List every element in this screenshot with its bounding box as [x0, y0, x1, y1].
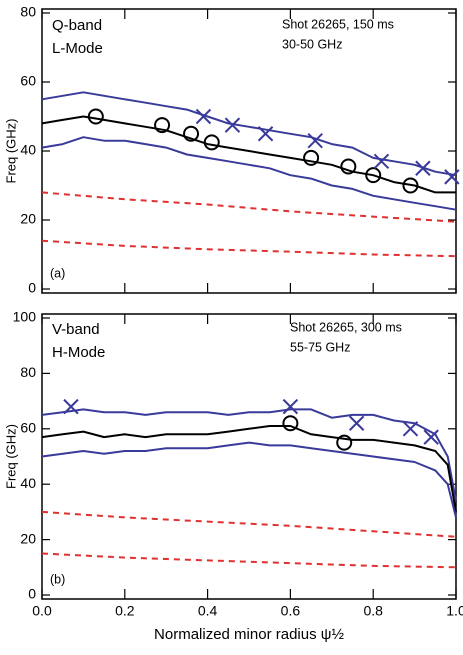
x-tick-label: 0.6	[281, 603, 301, 619]
circle-marker	[203, 134, 220, 151]
line	[41, 91, 457, 177]
line	[41, 115, 456, 194]
annotation: 55-75 GHz	[290, 340, 350, 354]
circle-marker	[282, 415, 299, 432]
x-tick-label: 0.2	[115, 603, 135, 619]
circle-marker	[183, 125, 200, 142]
annotation: Shot 26265, 150 ms	[282, 17, 394, 31]
circle-marker	[340, 158, 357, 175]
line	[41, 425, 457, 513]
dashed-line	[41, 191, 457, 223]
circle-marker	[336, 434, 353, 451]
annotation: Q-band	[52, 17, 102, 34]
annotation: (b)	[50, 572, 65, 586]
circle-marker	[402, 177, 419, 194]
y-tick-label: 20	[20, 530, 36, 546]
cross-marker	[224, 117, 241, 133]
cross-marker	[282, 398, 299, 415]
y-axis-label: Freq (GHz)	[3, 119, 18, 184]
dashed-line	[41, 239, 457, 258]
dashed-line	[41, 552, 457, 569]
line	[41, 441, 457, 518]
cross-marker	[307, 132, 323, 149]
annotation: (a)	[50, 266, 65, 280]
x-tick-label: 1.0	[446, 603, 463, 619]
cross-marker	[415, 160, 431, 176]
circle-marker	[87, 108, 104, 125]
cross-marker	[373, 153, 390, 170]
y-tick-label: 60	[20, 73, 36, 89]
y-tick-label: 0	[28, 586, 36, 602]
circle-marker	[154, 117, 171, 134]
cross-marker	[348, 415, 365, 431]
cross-marker	[402, 421, 419, 437]
x-tick-label: 0.4	[198, 603, 218, 619]
y-tick-label: 100	[13, 309, 37, 325]
cross-marker	[444, 169, 460, 185]
x-tick-label: 0.0	[32, 603, 52, 619]
annotation: V-band	[52, 321, 100, 338]
cross-marker	[63, 398, 79, 415]
y-tick-label: 40	[20, 142, 36, 158]
annotation: L-Mode	[52, 40, 103, 57]
y-axis-label: Freq (GHz)	[3, 424, 18, 489]
y-tick-label: 20	[20, 211, 36, 227]
cross-marker	[423, 429, 439, 445]
line	[41, 408, 457, 501]
dashed-line	[41, 510, 457, 538]
x-axis-label: Normalized minor radius ψ½	[154, 626, 344, 643]
y-tick-label: 80	[20, 4, 36, 20]
circle-marker	[303, 149, 320, 166]
cross-marker	[195, 108, 212, 125]
annotation: Shot 26265, 300 ms	[290, 320, 402, 334]
annotation: 30-50 GHz	[282, 37, 342, 51]
x-tick-label: 0.8	[363, 603, 383, 619]
cross-marker	[257, 126, 274, 142]
annotation: H-Mode	[52, 344, 105, 361]
y-tick-label: 60	[20, 420, 36, 436]
y-tick-label: 0	[28, 280, 36, 296]
y-tick-label: 80	[20, 364, 36, 380]
y-tick-label: 40	[20, 475, 36, 491]
line	[41, 136, 457, 211]
circle-marker	[365, 167, 382, 184]
